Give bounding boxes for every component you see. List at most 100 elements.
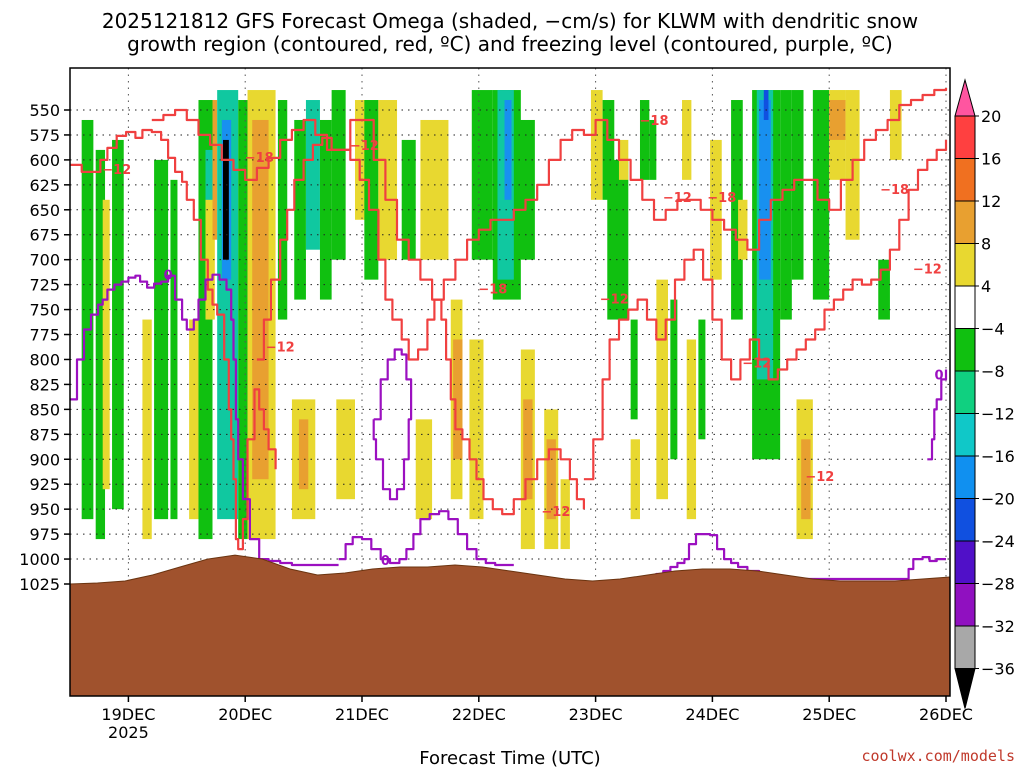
omega-band-7 [189, 319, 199, 520]
colorbar-label-9: −20 [981, 490, 1015, 509]
contour-8 [927, 369, 948, 461]
omega-band-53 [656, 279, 669, 500]
omega-band-47 [607, 159, 629, 320]
omega-band-23 [319, 119, 332, 300]
omega-band-49 [630, 319, 638, 420]
x-tick-label-24DEC: 24DEC [685, 705, 739, 724]
x-tick-label-19DEC: 19DEC [101, 705, 155, 724]
contour-0 [70, 128, 277, 551]
omega-band-18 [277, 100, 288, 320]
contour-label-2: −12 [350, 139, 379, 154]
y-tick-label-825: 825 [29, 375, 60, 394]
plot-area [70, 68, 950, 696]
contour-4 [70, 273, 339, 567]
y-tick-label-750: 750 [29, 301, 60, 320]
omega-band-69 [812, 90, 830, 300]
omega-band-51 [639, 100, 650, 180]
contour-5 [338, 510, 514, 567]
omega-band-29 [401, 139, 416, 260]
colorbar-swatch-5 [954, 285, 976, 329]
y-tick-label-600: 600 [29, 151, 60, 170]
y-tick-label-850: 850 [29, 400, 60, 419]
y-tick-label-625: 625 [29, 176, 60, 195]
terrain-profile [70, 554, 950, 696]
y-tick-label-875: 875 [29, 425, 60, 444]
omega-band-54 [670, 299, 678, 460]
y-tick-label-725: 725 [29, 276, 60, 295]
colorbar-swatch-8 [954, 413, 976, 457]
colorbar-label-13: −36 [981, 660, 1015, 679]
omega-band-2 [102, 199, 110, 490]
x-axis-label: Forecast Time (UTC) [419, 748, 600, 768]
contour-label-9: −18 [707, 191, 736, 206]
colorbar: 20 16 12 8 4 −4 −8 −12 −16 −20 −24 −28 −32 −36 [954, 78, 1015, 709]
x-tick-label-25DEC: 25DEC [802, 705, 856, 724]
x-tick-sublabel-19DEC: 2025 [108, 723, 149, 742]
omega-band-66 [791, 90, 804, 280]
colorbar-swatch-4 [954, 243, 976, 287]
y-tick-label-550: 550 [29, 101, 60, 120]
colorbar-label-0: 20 [981, 107, 1001, 126]
omega-band-20 [298, 419, 309, 490]
y-tick-label-700: 700 [29, 251, 60, 270]
omega-band-25 [336, 399, 355, 500]
y-tick-label-900: 900 [29, 450, 60, 469]
omega-band-11 [212, 100, 218, 240]
omega-band-30 [415, 419, 433, 520]
omega-band-60 [738, 199, 748, 260]
colorbar-swatch-6 [954, 328, 976, 372]
contour-label-5: −12 [541, 505, 570, 520]
site-credit: coolwx.com/models [861, 747, 1015, 765]
colorbar-swatch-2 [954, 158, 976, 202]
y-tick-label-925: 925 [29, 475, 60, 494]
x-tick-label-26DEC: 26DEC [919, 705, 973, 724]
contour-label-7: −18 [640, 114, 669, 129]
omega-band-38 [504, 100, 512, 200]
plot-frame [69, 67, 951, 697]
colorbar-swatch-1 [954, 115, 976, 159]
x-tick-label-23DEC: 23DEC [569, 705, 623, 724]
contour-lines [70, 88, 948, 586]
y-tick-label-800: 800 [29, 350, 60, 369]
colorbar-swatch-7 [954, 370, 976, 414]
omega-band-27 [364, 100, 379, 280]
contour-label-13: −12 [913, 263, 942, 278]
contour-label-16: 0 [934, 368, 943, 383]
omega-band-1 [95, 149, 106, 540]
contour-7 [642, 533, 946, 586]
omega-band-65 [780, 90, 792, 320]
contour-6 [372, 348, 413, 501]
omega-band-63 [759, 100, 771, 280]
omega-band-73 [878, 259, 890, 320]
omega-band-39 [518, 119, 535, 260]
omega-band-44 [560, 479, 570, 550]
omega-band-71 [829, 100, 846, 140]
y-tick-label-975: 975 [29, 525, 60, 544]
omega-band-57 [698, 319, 706, 440]
omega-band-45 [590, 90, 603, 200]
y-tick-label-950: 950 [29, 500, 60, 519]
contour-2 [583, 139, 948, 481]
colorbar-label-12: −32 [981, 617, 1015, 636]
colorbar-bottom-arrow [954, 668, 976, 709]
omega-band-41 [523, 399, 533, 500]
colorbar-swatch-3 [954, 200, 976, 244]
x-tick-label-20DEC: 20DEC [218, 705, 272, 724]
y-tick-label-650: 650 [29, 201, 60, 220]
contour-1 [256, 136, 585, 516]
contour-label-1: −18 [245, 151, 274, 166]
omega-band-14 [223, 139, 229, 260]
omega-band-33 [453, 339, 463, 460]
y-tick-label-775: 775 [29, 326, 60, 345]
y-tick-label-1000: 1000 [19, 550, 60, 569]
omega-band-6 [170, 179, 178, 520]
x-tick-label-21DEC: 21DEC [335, 705, 389, 724]
omega-band-59 [731, 100, 743, 320]
omega-band-43 [546, 439, 556, 520]
x-tick-label-22DEC: 22DEC [452, 705, 506, 724]
omega-band-52 [649, 119, 657, 180]
contour-label-15: 0 [381, 554, 390, 569]
y-tick-label-575: 575 [29, 126, 60, 145]
